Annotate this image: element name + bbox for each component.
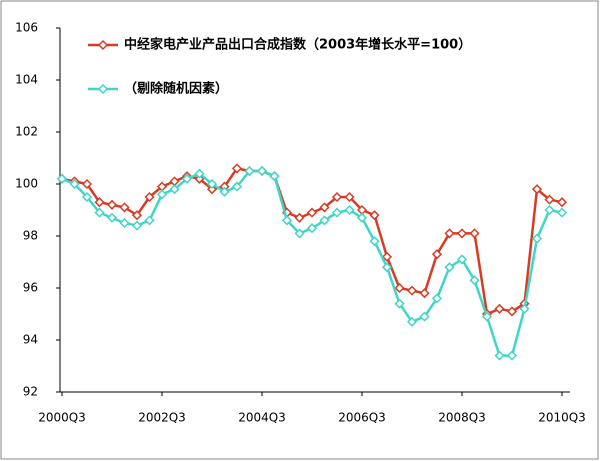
point-marker	[131, 210, 143, 221]
point-marker	[469, 228, 480, 239]
point-marker	[131, 220, 143, 231]
point-marker	[119, 217, 130, 229]
point-marker	[531, 184, 543, 195]
point-marker	[519, 303, 530, 314]
point-marker	[69, 178, 80, 190]
point-marker	[394, 282, 405, 294]
point-marker	[219, 186, 230, 197]
point-marker	[369, 210, 380, 221]
point-marker	[431, 249, 443, 260]
point-marker	[344, 191, 355, 203]
y-tick-label: 102	[15, 125, 38, 139]
y-tick-label: 106	[15, 21, 38, 35]
point-marker	[431, 293, 443, 304]
point-marker	[144, 215, 155, 226]
point-marker	[244, 165, 255, 177]
point-marker	[231, 181, 243, 192]
legend-label: （剔除随机因素）	[124, 81, 228, 97]
point-marker	[319, 202, 330, 213]
point-marker	[106, 212, 118, 223]
y-tick-label: 98	[23, 229, 38, 243]
y-tick-label: 92	[23, 385, 38, 399]
point-marker	[344, 204, 355, 216]
x-tick-label: 2010Q3	[538, 411, 586, 425]
point-marker	[531, 233, 543, 244]
point-marker	[94, 207, 105, 218]
point-marker	[81, 178, 93, 190]
point-marker	[381, 262, 393, 273]
y-tick-label: 96	[23, 281, 38, 295]
point-marker	[319, 215, 330, 226]
point-marker	[294, 212, 305, 223]
point-marker	[456, 254, 468, 265]
point-marker	[369, 236, 380, 247]
point-marker	[94, 197, 105, 208]
point-marker	[419, 288, 430, 299]
point-marker	[81, 191, 93, 203]
point-marker	[506, 306, 518, 317]
x-tick-label: 2004Q3	[238, 411, 286, 425]
x-tick-label: 2002Q3	[138, 411, 186, 425]
x-tick-label: 2008Q3	[438, 411, 486, 425]
legend-marker	[97, 83, 109, 95]
point-marker	[469, 275, 480, 286]
legend-label: 中经家电产业产品出口合成指数（2003年增长水平=100）	[124, 37, 471, 53]
point-marker	[556, 207, 568, 218]
point-marker	[169, 184, 180, 195]
point-marker	[181, 173, 193, 184]
point-marker	[481, 311, 493, 322]
point-marker	[544, 204, 555, 216]
point-marker	[544, 194, 555, 205]
point-marker	[556, 197, 568, 208]
point-marker	[444, 262, 455, 273]
y-tick-label: 94	[23, 333, 38, 347]
point-marker	[406, 316, 418, 327]
point-marker	[206, 178, 218, 190]
point-marker	[331, 207, 343, 218]
x-tick-label: 2006Q3	[338, 411, 386, 425]
point-marker	[206, 184, 218, 195]
point-marker	[406, 285, 418, 296]
point-marker	[494, 350, 505, 361]
point-marker	[194, 168, 205, 179]
point-marker	[56, 173, 68, 184]
point-marker	[419, 311, 430, 322]
point-marker	[269, 171, 280, 182]
point-marker	[506, 350, 518, 361]
point-marker	[381, 251, 393, 262]
point-marker	[106, 199, 118, 210]
y-tick-label: 104	[15, 73, 38, 87]
x-tick-label: 2000Q3	[38, 411, 86, 425]
point-marker	[156, 189, 168, 200]
point-marker	[144, 191, 155, 203]
point-marker	[394, 298, 405, 309]
point-marker	[306, 207, 318, 218]
point-marker	[494, 303, 505, 314]
legend-marker	[97, 39, 109, 51]
point-marker	[456, 228, 468, 239]
point-marker	[119, 202, 130, 213]
point-marker	[231, 163, 243, 174]
point-marker	[444, 228, 455, 239]
point-marker	[294, 228, 305, 239]
y-tick-label: 100	[15, 177, 38, 191]
point-marker	[331, 191, 343, 203]
point-marker	[256, 165, 268, 177]
point-marker	[356, 212, 368, 223]
point-marker	[281, 215, 293, 226]
point-marker	[306, 223, 318, 234]
